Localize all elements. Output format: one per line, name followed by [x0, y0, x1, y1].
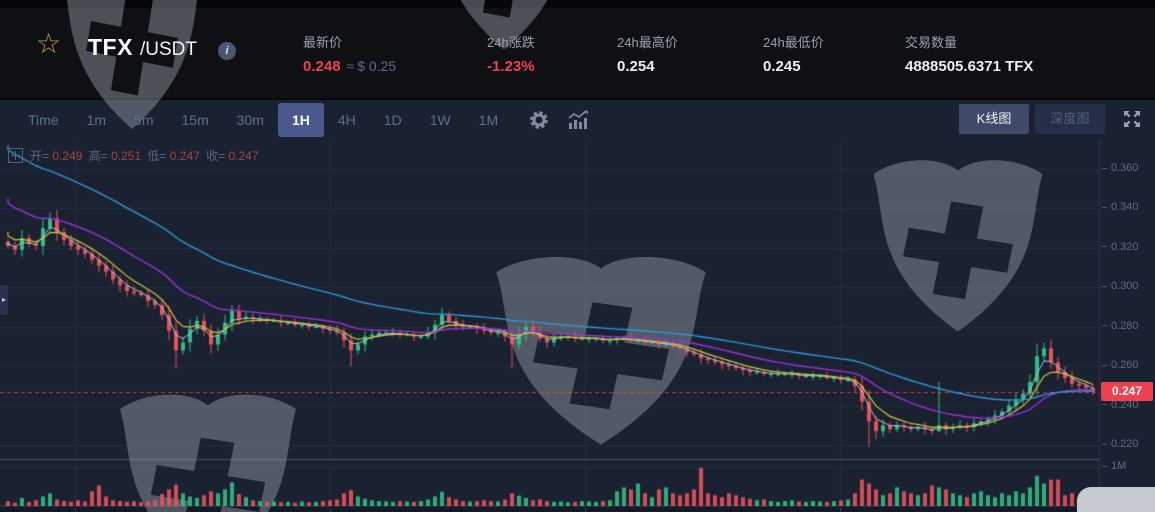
stat-main-value: 0.245: [763, 58, 801, 75]
legend-value-2: 0.247: [169, 149, 204, 163]
price-tick-0.220: 0.220: [1102, 438, 1139, 450]
chart-type-switch: K线图 深度图: [959, 104, 1143, 134]
timeframe-1m[interactable]: 1m: [86, 112, 107, 128]
stat-1: 24h涨跌 -1.23%: [487, 32, 535, 75]
stat-label: 24h最高价: [617, 35, 678, 50]
stat-0: 最新价 0.248 ≈ $ 0.25: [303, 32, 396, 75]
window-top-strip: [0, 0, 1155, 8]
time-tick: [585, 508, 586, 512]
timeframe-1w[interactable]: 1W: [429, 112, 451, 128]
stat-label: 24h最低价: [763, 35, 824, 50]
stat-2: 24h最高价 0.254: [617, 32, 678, 75]
indicators-chart-icon[interactable]: [566, 109, 590, 131]
stat-value: 0.254: [617, 58, 678, 75]
legend-label-3: 收=: [206, 149, 229, 163]
fullscreen-expand-icon[interactable]: [1121, 108, 1143, 130]
timeframe-time[interactable]: Time: [28, 112, 59, 128]
stat-4: 交易数量 4888505.6371 TFX: [905, 32, 1033, 75]
stat-value: 4888505.6371 TFX: [905, 58, 1033, 75]
legend-value-1: 0.251: [111, 149, 145, 163]
stat-value: 0.248 ≈ $ 0.25: [303, 58, 396, 75]
timeframe-selector: Time 1m 5m 15m 30m 1H 4H 1D 1W 1M: [14, 102, 590, 138]
price-tick-0.260: 0.260: [1102, 359, 1139, 371]
price-tick-0.300: 0.300: [1102, 280, 1139, 292]
stat-main-value: -1.23%: [487, 58, 535, 75]
info-icon[interactable]: i: [218, 42, 236, 60]
timeframe-15m[interactable]: 15m: [181, 112, 209, 128]
timeframe-1h[interactable]: 1H: [277, 103, 324, 137]
shield-plus-watermark-icon: [52, 0, 212, 138]
stat-main-value: 0.254: [617, 58, 655, 75]
header-bar: ☆ TFX /USDT i 最新价 0.248 ≈ $ 0.25 24h涨跌 -1.23%…: [0, 8, 1155, 100]
legend-value-3: 0.247: [228, 149, 259, 163]
quote-symbol: /USDT: [139, 39, 197, 60]
price-tick-0.280: 0.280: [1102, 320, 1139, 332]
price-tick-0.320: 0.320: [1102, 241, 1139, 253]
stat-label: 最新价: [303, 35, 343, 50]
stat-label: 24h涨跌: [487, 35, 535, 50]
favorite-star-icon[interactable]: ☆: [36, 28, 62, 59]
timeframe-1m[interactable]: 1M: [478, 112, 499, 128]
timeframe-30m[interactable]: 30m: [236, 112, 264, 128]
legend-label-0: 开=: [30, 149, 53, 163]
chat-widget[interactable]: [1077, 487, 1155, 512]
time-tick: [840, 508, 841, 512]
header-stats: 最新价 0.248 ≈ $ 0.25 24h涨跌 -1.23% 24h最高价 0.254 24h…: [0, 8, 1155, 106]
volume-tick-1m: 1M: [1102, 460, 1126, 472]
legend-label-2: 低=: [147, 149, 170, 163]
timeframe-5m[interactable]: 5m: [134, 112, 154, 128]
stat-3: 24h最低价 0.245: [763, 32, 824, 75]
chart-type-0[interactable]: K线图: [959, 104, 1029, 134]
candle-settings-icon[interactable]: [8, 148, 23, 163]
price-axis[interactable]: 0.360 0.340 0.320 0.300 0.280 0.260 0.240 0.220…: [1100, 140, 1155, 506]
ohlc-legend: 开= 0.249 高= 0.251 低= 0.247 收= 0.247: [8, 147, 262, 164]
base-symbol: TFX: [88, 34, 133, 60]
approx-value: $ 0.25: [357, 58, 397, 74]
time-tick: [75, 508, 76, 512]
stat-value: 0.245: [763, 58, 824, 75]
stat-value: -1.23%: [487, 58, 535, 75]
stat-main-value: 4888505.6371 TFX: [905, 58, 1034, 75]
last-price-tag: 0.247: [1101, 382, 1153, 401]
legend-value-0: 0.249: [52, 149, 86, 163]
price-tick-0.240: 0.240: [1102, 399, 1139, 411]
time-axis[interactable]: [0, 506, 1155, 512]
time-tick: [330, 508, 331, 512]
chart-toolbar: Time 1m 5m 15m 30m 1H 4H 1D 1W 1M K线图 深度图: [0, 100, 1155, 140]
legend-label-1: 高=: [88, 149, 112, 163]
price-tick-0.340: 0.340: [1102, 201, 1139, 213]
stat-label: 交易数量: [905, 35, 958, 50]
approx-symbol: ≈: [346, 58, 355, 74]
settings-gear-icon[interactable]: [528, 109, 550, 131]
price-tick-0.360: 0.360: [1102, 162, 1139, 174]
timeframe-1d[interactable]: 1D: [383, 112, 402, 128]
timeframe-4h[interactable]: 4H: [337, 112, 356, 128]
panel-expand-handle[interactable]: ▸: [0, 285, 8, 315]
ohlc-values: 开= 0.249 高= 0.251 低= 0.247 收= 0.247: [30, 147, 262, 164]
symbol-title: TFX /USDT: [88, 34, 197, 61]
price-chart-canvas[interactable]: [0, 140, 1100, 506]
shield-plus-watermark-icon: [424, 0, 584, 58]
stat-main-value: 0.248: [303, 58, 341, 75]
chart-type-1[interactable]: 深度图: [1035, 104, 1105, 134]
